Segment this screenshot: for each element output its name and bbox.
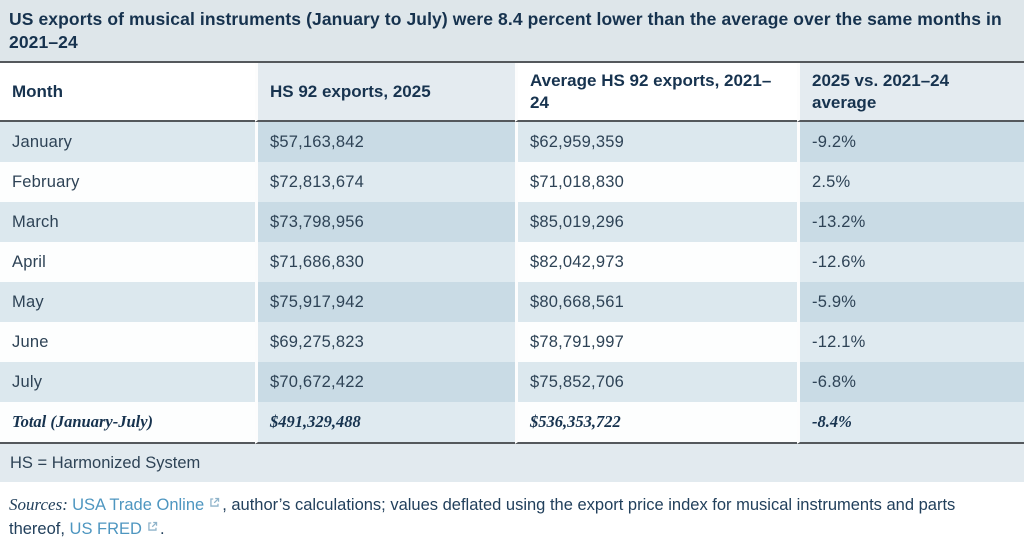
external-link-icon (210, 498, 220, 507)
table-row: March $73,798,956 $85,019,296 -13.2% (0, 202, 1024, 243)
avg-exports-cell: $536,353,722 (515, 402, 797, 445)
change-cell: -12.6% (797, 242, 1024, 283)
col-header-change: 2025 vs. 2021–24 average (797, 63, 1024, 123)
avg-exports-cell: $75,852,706 (515, 362, 797, 403)
figure-title: US exports of musical instruments (Janua… (0, 0, 1024, 64)
exports-2025-cell: $491,329,488 (255, 402, 515, 445)
col-header-avg-2021-24: Average HS 92 exports, 2021–24 (515, 63, 797, 123)
footnote: HS = Harmonized System (0, 444, 1024, 483)
change-cell: -8.4% (797, 402, 1024, 445)
exports-2025-cell: $72,813,674 (255, 162, 515, 203)
header-row: Month HS 92 exports, 2025 Average HS 92 … (0, 63, 1024, 123)
col-header-exports-2025: HS 92 exports, 2025 (255, 63, 515, 123)
exports-2025-cell: $75,917,942 (255, 282, 515, 323)
sources-line: Sources: USA Trade Online, author’s calc… (0, 482, 1024, 542)
avg-exports-cell: $82,042,973 (515, 242, 797, 283)
col-header-month: Month (0, 63, 255, 123)
exports-2025-cell: $57,163,842 (255, 122, 515, 163)
avg-exports-cell: $71,018,830 (515, 162, 797, 203)
exports-2025-cell: $70,672,422 (255, 362, 515, 403)
exports-2025-cell: $69,275,823 (255, 322, 515, 363)
exports-table: Month HS 92 exports, 2025 Average HS 92 … (0, 63, 1024, 445)
table-row: April $71,686,830 $82,042,973 -12.6% (0, 242, 1024, 283)
change-cell: -13.2% (797, 202, 1024, 243)
sources-label: Sources: (9, 495, 73, 515)
avg-exports-cell: $62,959,359 (515, 122, 797, 163)
change-cell: -9.2% (797, 122, 1024, 163)
table-row: February $72,813,674 $71,018,830 2.5% (0, 162, 1024, 203)
usa-trade-online-link[interactable]: USA Trade Online (72, 496, 222, 514)
external-link-icon (148, 521, 158, 531)
table-row: January $57,163,842 $62,959,359 -9.2% (0, 122, 1024, 163)
us-fred-link-label: US FRED (69, 520, 142, 539)
month-cell: May (0, 282, 255, 323)
month-cell: February (0, 162, 255, 203)
table-row: May $75,917,942 $80,668,561 -5.9% (0, 282, 1024, 323)
month-cell: June (0, 322, 255, 363)
change-cell: -5.9% (797, 282, 1024, 323)
table-row: June $69,275,823 $78,791,997 -12.1% (0, 322, 1024, 363)
month-cell: March (0, 202, 255, 243)
exports-2025-cell: $71,686,830 (255, 242, 515, 283)
sources-middle-text: , author’s calculations; values deflated… (9, 496, 956, 539)
change-cell: -12.1% (797, 322, 1024, 363)
total-row: Total (January-July) $491,329,488 $536,3… (0, 402, 1024, 445)
change-cell: 2.5% (797, 162, 1024, 203)
month-cell: Total (January-July) (0, 402, 255, 445)
us-fred-link[interactable]: US FRED (70, 520, 160, 538)
exports-2025-cell: $73,798,956 (255, 202, 515, 243)
avg-exports-cell: $78,791,997 (515, 322, 797, 363)
sources-end-text: . (159, 520, 165, 539)
usa-trade-online-link-label: USA Trade Online (72, 496, 205, 515)
month-cell: July (0, 362, 255, 403)
month-cell: April (0, 242, 255, 283)
change-cell: -6.8% (797, 362, 1024, 403)
avg-exports-cell: $80,668,561 (515, 282, 797, 323)
table-row: July $70,672,422 $75,852,706 -6.8% (0, 362, 1024, 403)
avg-exports-cell: $85,019,296 (515, 202, 797, 243)
month-cell: January (0, 122, 255, 163)
